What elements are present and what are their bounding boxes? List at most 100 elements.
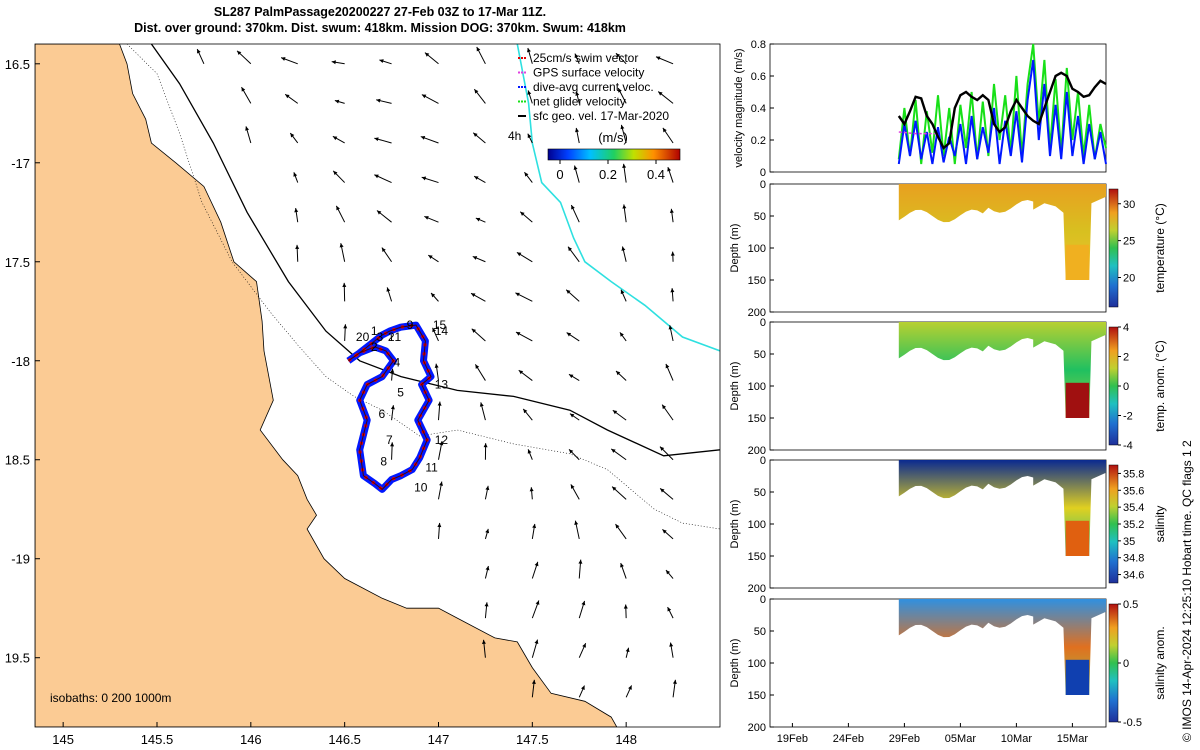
geo-arrow [280,57,298,65]
y-tick-label: 18.5 [5,453,30,468]
geo-arrow-head [515,332,521,336]
geo-arrow-head [237,50,242,56]
geo-arrow [424,215,439,223]
geo-arrow [568,373,580,381]
geo-arrow-head [612,486,617,491]
waypoint-label: 14 [435,324,449,338]
vel-y-tick-label: 0.6 [751,71,766,83]
geo-arrow-head [339,243,344,248]
geo-arrow [611,486,627,500]
geo-arrow [437,401,442,421]
geo-arrow [670,251,675,262]
geo-arrow [625,685,633,698]
geo-arrow-head [582,643,586,648]
legend-label: sfc geo. vel. 17-Mar-2020 [533,109,669,123]
cbar-tick-label: 4 [1123,322,1129,334]
geo-arrow-head [532,523,537,529]
geo-arrow-head [475,364,480,369]
geo-arrow [289,132,299,144]
time-tick-label: 29Feb [889,733,920,745]
geo-arrow-head [569,449,574,454]
geo-arrow-head [529,487,534,492]
legend-label: dive-avg current veloc. [533,80,654,94]
geo-arrow [527,133,533,144]
waypoint-label: 21 [388,330,402,344]
geo-arrow [390,368,395,381]
geo-arrow [612,409,627,421]
geo-arrow-head [473,132,478,137]
section-deep-profile [1065,659,1090,695]
geo-arrow [527,449,533,460]
cbar-tick-label: -4 [1123,440,1133,452]
geo-arrow-head [290,133,295,138]
geo-arrow-head [569,413,575,418]
geo-arrow-head [293,172,298,177]
geo-arrow [437,522,442,539]
geo-arrow-head [574,520,579,525]
geo-arrow-head [474,176,479,180]
geo-arrow-head [670,288,675,293]
geo-arrow [386,287,393,302]
geo-arrow-head [527,449,532,454]
time-tick-label: 24Feb [833,733,864,745]
section-y-label: Depth (m) [729,500,741,549]
geo-arrow-head [245,126,250,131]
section-y-tick-label: 50 [754,349,766,361]
section-y-tick-label: 150 [748,275,766,287]
geo-arrow [381,247,392,263]
geo-arrow-head [672,679,677,685]
waypoint-label: 12 [435,433,449,447]
geo-arrow [622,163,627,183]
geo-arrow-head [527,90,532,95]
geo-arrow [527,90,533,104]
waypoint-label: 2 [371,340,378,354]
geo-arrow-head [615,524,620,529]
vel-y-tick-label: 0 [760,167,766,179]
geo-arrow-head [420,136,426,140]
geo-arrow [575,127,580,144]
geo-arrow-head [568,374,574,379]
geo-arrow [621,246,627,262]
cbar-tick-label: 35.6 [1123,485,1144,497]
geo-arrow-head [566,332,572,337]
geo-arrow [236,50,252,65]
figure-title: SL287 PalmPassage20200227 27-Feb 03Z to … [0,4,760,36]
geo-arrow-head [331,60,336,65]
geo-arrow-head [520,211,525,216]
geo-arrow [479,402,486,421]
geo-arrow [568,448,580,461]
geo-arrow [531,639,539,658]
geo-arrow-head [381,247,386,253]
cbar-label: temperature (°C) [1153,203,1167,293]
isobath-0 [126,44,720,530]
geo-arrow-head [574,53,579,59]
waypoint-label: 13 [435,377,449,391]
geo-arrow [515,331,533,342]
section-y-tick-label: 100 [748,381,766,393]
section-data-shape [898,460,1106,556]
section-colorbar [1108,603,1119,723]
section-y-tick-label: 0 [760,179,766,191]
cbar-tick-label: 0 [1123,381,1129,393]
geo-arrow-head [665,363,670,369]
geo-arrow-head [623,604,628,609]
geo-arrow-head [285,94,290,99]
section-y-tick-label: 100 [748,243,766,255]
waypoint-label: 11 [425,461,438,475]
geo-arrow-head [332,136,338,141]
section-y-tick-label: 50 [754,626,766,638]
time-tick-label: 15Mar [1057,733,1089,745]
geo-arrow-head [336,205,340,211]
geo-arrow-head [619,332,624,337]
geo-arrow-head [611,448,616,453]
geo-arrow [527,47,533,64]
geo-arrow [668,325,674,342]
geo-arrow [565,289,580,302]
geo-arrow [421,94,439,104]
geo-arrow [293,172,299,183]
geo-arrow [294,208,299,223]
section-data-shape [898,322,1106,418]
geo-arrow [519,211,533,223]
geo-arrow-head [481,639,486,645]
